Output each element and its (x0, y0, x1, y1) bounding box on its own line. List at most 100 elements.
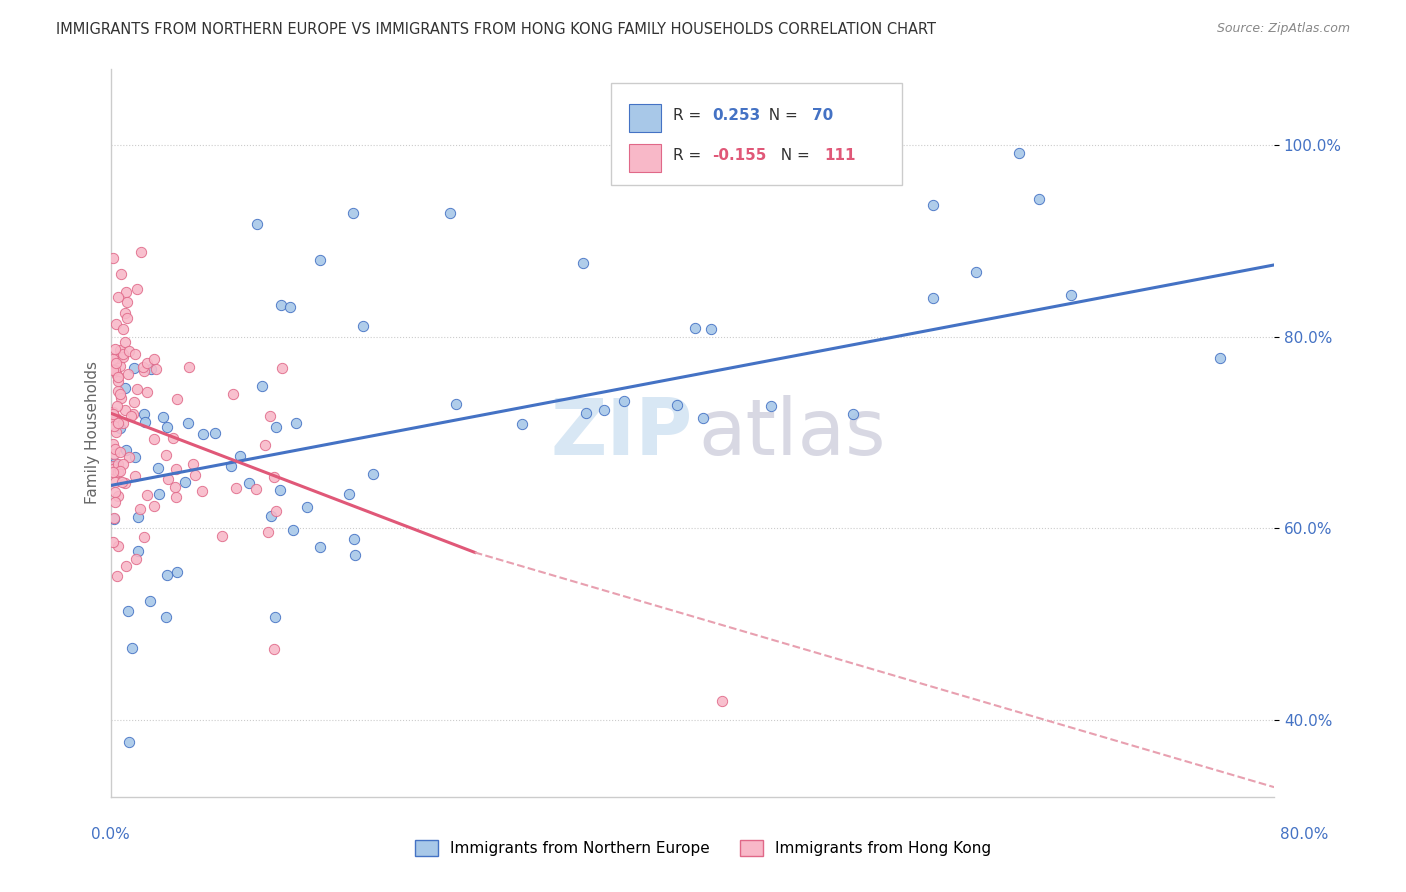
Point (148, 487, 170, 501)
Point (238, 475, 260, 490)
Point (115, 295, 138, 310)
Point (108, 343, 131, 358)
Point (446, 397, 468, 411)
Point (124, 468, 146, 483)
Point (281, 523, 304, 537)
Point (342, 206, 364, 220)
Point (181, 457, 204, 471)
Point (104, 413, 127, 427)
FancyBboxPatch shape (612, 83, 903, 185)
Point (211, 529, 233, 543)
Point (165, 491, 187, 505)
Point (143, 499, 166, 513)
Point (157, 472, 180, 486)
Point (166, 566, 188, 580)
Point (110, 392, 132, 406)
Point (685, 321, 707, 335)
Point (107, 368, 129, 383)
Point (105, 351, 128, 366)
Point (146, 461, 169, 475)
Point (343, 532, 366, 546)
Point (107, 375, 129, 389)
Point (135, 384, 157, 399)
Point (104, 495, 127, 509)
Point (271, 361, 294, 376)
Point (183, 467, 205, 482)
Text: atlas: atlas (699, 394, 886, 471)
Point (115, 285, 138, 299)
Point (264, 419, 287, 434)
Point (104, 363, 127, 377)
Point (101, 465, 124, 479)
Point (117, 735, 139, 749)
Point (700, 322, 723, 336)
Point (111, 417, 134, 431)
Point (101, 251, 124, 265)
Point (571, 255, 593, 269)
Point (344, 549, 367, 563)
Point (108, 420, 131, 434)
Point (104, 411, 127, 425)
Point (107, 370, 129, 384)
Point (105, 317, 128, 331)
Point (252, 379, 274, 393)
Point (139, 362, 162, 376)
Text: R =: R = (673, 148, 706, 163)
Text: ZIP: ZIP (551, 394, 693, 471)
Point (104, 342, 127, 356)
Point (263, 470, 285, 484)
Point (103, 511, 125, 525)
Text: 0.253: 0.253 (713, 108, 761, 123)
Text: 111: 111 (824, 148, 856, 163)
Point (921, 198, 943, 212)
Point (108, 359, 131, 373)
Point (103, 465, 125, 479)
Point (114, 442, 136, 457)
Point (112, 350, 135, 364)
Point (120, 409, 142, 423)
Point (134, 530, 156, 544)
Point (101, 437, 124, 451)
Point (135, 356, 157, 370)
Point (246, 217, 269, 231)
Point (117, 604, 139, 618)
Point (219, 459, 242, 474)
Point (269, 483, 291, 498)
Point (259, 409, 281, 423)
Point (104, 484, 127, 499)
Y-axis label: Family Households: Family Households (86, 361, 100, 504)
Point (104, 456, 127, 470)
Text: Source: ZipAtlas.com: Source: ZipAtlas.com (1216, 22, 1350, 36)
Point (260, 508, 283, 523)
Point (666, 398, 689, 412)
Point (107, 539, 129, 553)
Point (575, 406, 598, 420)
Text: -0.155: -0.155 (713, 148, 766, 163)
Point (204, 425, 226, 440)
Text: IMMIGRANTS FROM NORTHERN EUROPE VS IMMIGRANTS FROM HONG KONG FAMILY HOUSEHOLDS C: IMMIGRANTS FROM NORTHERN EUROPE VS IMMIG… (56, 22, 936, 37)
Point (162, 431, 184, 445)
Point (156, 568, 179, 582)
Point (193, 426, 215, 441)
Point (190, 483, 212, 498)
Point (337, 487, 360, 501)
Point (297, 500, 319, 514)
Point (115, 559, 138, 574)
Point (125, 552, 148, 566)
Point (692, 411, 714, 425)
Point (225, 481, 247, 495)
Point (111, 475, 134, 490)
Point (965, 265, 987, 279)
Point (352, 318, 374, 333)
Point (114, 402, 136, 417)
Point (105, 569, 128, 583)
Point (264, 504, 287, 518)
Point (127, 510, 149, 524)
Point (107, 466, 129, 480)
Text: 80.0%: 80.0% (1281, 827, 1329, 841)
Point (111, 322, 134, 336)
Point (122, 407, 145, 421)
Point (143, 432, 166, 446)
Point (107, 290, 129, 304)
Point (166, 392, 188, 407)
